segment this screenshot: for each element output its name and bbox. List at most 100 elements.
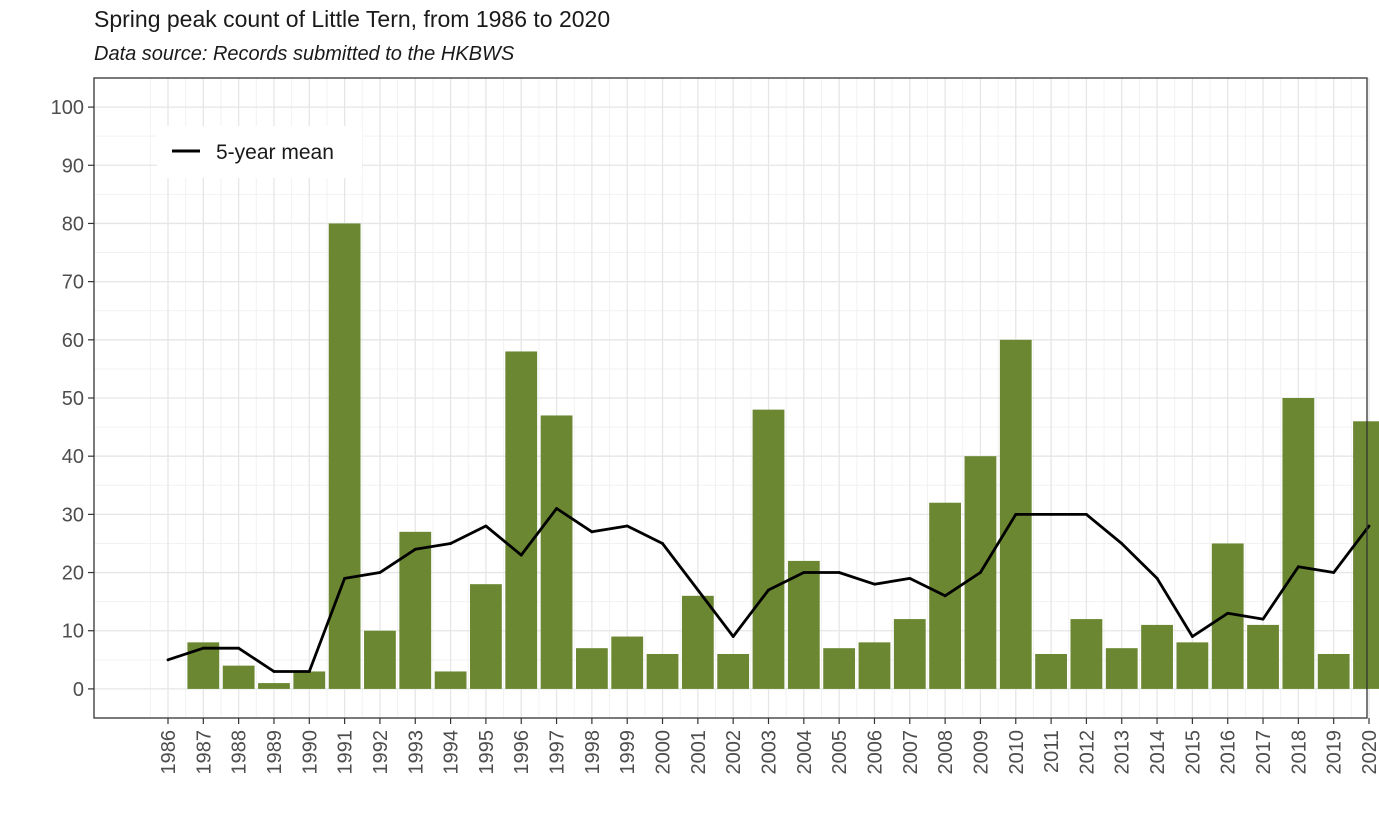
legend: 5-year mean xyxy=(157,126,362,178)
mean-point-1987 xyxy=(201,646,205,650)
mean-point-2015 xyxy=(1190,635,1194,638)
mean-point-2009 xyxy=(979,571,982,574)
x-tick-label: 1990 xyxy=(299,730,321,775)
bar-1988 xyxy=(222,665,255,689)
x-tick-label: 1987 xyxy=(193,730,215,775)
x-tick-label: 1996 xyxy=(511,730,533,775)
x-tick-label: 2008 xyxy=(935,730,957,775)
mean-point-2002 xyxy=(731,635,735,638)
mean-point-2001 xyxy=(696,588,700,592)
bar-2013 xyxy=(1105,648,1138,689)
x-tick-label: 1991 xyxy=(335,730,357,775)
bar-2019 xyxy=(1317,654,1350,689)
mean-point-1993 xyxy=(413,547,417,551)
mean-point-2011 xyxy=(1049,512,1053,516)
x-tick-label: 2018 xyxy=(1288,730,1310,775)
bar-2004 xyxy=(787,560,820,689)
x-tick-label: 1993 xyxy=(405,730,427,775)
bar-1994 xyxy=(434,671,467,689)
bar-2018 xyxy=(1282,398,1315,689)
bar-2017 xyxy=(1247,624,1279,689)
x-tick-label: 2014 xyxy=(1147,730,1169,775)
y-tick-label: 70 xyxy=(62,272,84,294)
x-tick-label: 2004 xyxy=(794,730,816,775)
mean-point-2008 xyxy=(943,594,947,598)
x-tick-label: 2006 xyxy=(864,730,886,775)
y-tick-label: 60 xyxy=(62,330,84,352)
x-tick-label: 2011 xyxy=(1041,730,1063,773)
mean-point-2018 xyxy=(1296,565,1300,569)
bar-1992 xyxy=(364,630,396,689)
chart-subtitle: Data source: Records submitted to the HK… xyxy=(94,43,515,65)
y-tick-label: 90 xyxy=(62,155,84,177)
bar-1998 xyxy=(575,648,608,689)
mean-point-2000 xyxy=(661,542,664,545)
bar-2012 xyxy=(1070,619,1103,689)
x-tick-label: 2015 xyxy=(1182,730,1204,775)
x-tick-label: 2020 xyxy=(1359,730,1379,775)
x-tick-label: 1992 xyxy=(370,730,392,775)
x-tick-label: 1999 xyxy=(617,730,639,775)
bar-2020 xyxy=(1353,421,1379,689)
y-tick-label: 0 xyxy=(73,679,84,701)
mean-point-1990 xyxy=(307,670,311,673)
mean-point-2007 xyxy=(908,576,912,580)
x-tick-label: 2012 xyxy=(1076,730,1098,775)
bar-2001 xyxy=(681,595,714,689)
y-tick-label: 80 xyxy=(62,213,84,235)
x-tick-label: 2007 xyxy=(900,730,922,775)
mean-point-2003 xyxy=(767,588,770,592)
x-tick-label: 1998 xyxy=(582,730,604,775)
bar-1996 xyxy=(505,351,538,689)
bar-2015 xyxy=(1176,642,1209,689)
x-tick-label: 2013 xyxy=(1112,730,1134,775)
x-tick-label: 2003 xyxy=(759,730,781,775)
mean-point-1994 xyxy=(449,542,452,545)
mean-point-1996 xyxy=(519,553,523,557)
mean-point-2017 xyxy=(1261,617,1265,621)
bar-1997 xyxy=(540,415,573,689)
mean-point-1992 xyxy=(378,571,382,574)
mean-point-2014 xyxy=(1155,576,1159,580)
bar-2011 xyxy=(1035,654,1067,689)
mean-point-2010 xyxy=(1014,512,1018,516)
mean-point-1998 xyxy=(590,530,594,534)
bar-2000 xyxy=(646,654,679,689)
mean-point-1997 xyxy=(555,507,558,510)
y-tick-label: 40 xyxy=(62,446,84,468)
bar-1999 xyxy=(611,636,644,689)
mean-point-2016 xyxy=(1226,611,1230,615)
x-tick-label: 2002 xyxy=(723,730,745,775)
mean-point-1995 xyxy=(484,524,488,528)
legend-label: 5-year mean xyxy=(216,141,334,164)
bar-2014 xyxy=(1141,624,1173,689)
chart-title: Spring peak count of Little Tern, from 1… xyxy=(94,6,611,32)
x-tick-label: 2019 xyxy=(1324,730,1346,775)
mean-line-series xyxy=(166,507,1371,673)
y-tick-label: 10 xyxy=(62,621,84,643)
bar-2005 xyxy=(823,648,856,689)
mean-point-1999 xyxy=(625,524,629,528)
x-tick-label: 2001 xyxy=(688,730,710,775)
axes: 0 10 20 30 40 50 60 70 80 90 100 1986 1987 1988 1989 19… xyxy=(51,97,1379,774)
mean-point-2020 xyxy=(1367,524,1371,528)
mean-point-2019 xyxy=(1332,571,1336,574)
bar-2007 xyxy=(893,619,926,689)
y-tick-label: 100 xyxy=(51,97,84,119)
bar-1990 xyxy=(293,671,326,689)
x-tick-label: 1986 xyxy=(158,730,180,775)
bar-1989 xyxy=(258,683,290,689)
x-tick-label: 1995 xyxy=(476,730,498,775)
bar-1987 xyxy=(187,642,220,689)
bar-1995 xyxy=(470,584,502,689)
y-tick-label: 50 xyxy=(62,388,84,410)
x-tick-label: 1989 xyxy=(264,730,286,775)
x-tick-label: 2000 xyxy=(653,730,675,775)
bar-2006 xyxy=(858,642,891,689)
y-tick-label: 30 xyxy=(62,504,84,526)
bar-1993 xyxy=(399,531,432,689)
mean-point-2005 xyxy=(837,571,841,574)
bar-1991 xyxy=(328,223,361,689)
bar-series xyxy=(187,223,1379,689)
